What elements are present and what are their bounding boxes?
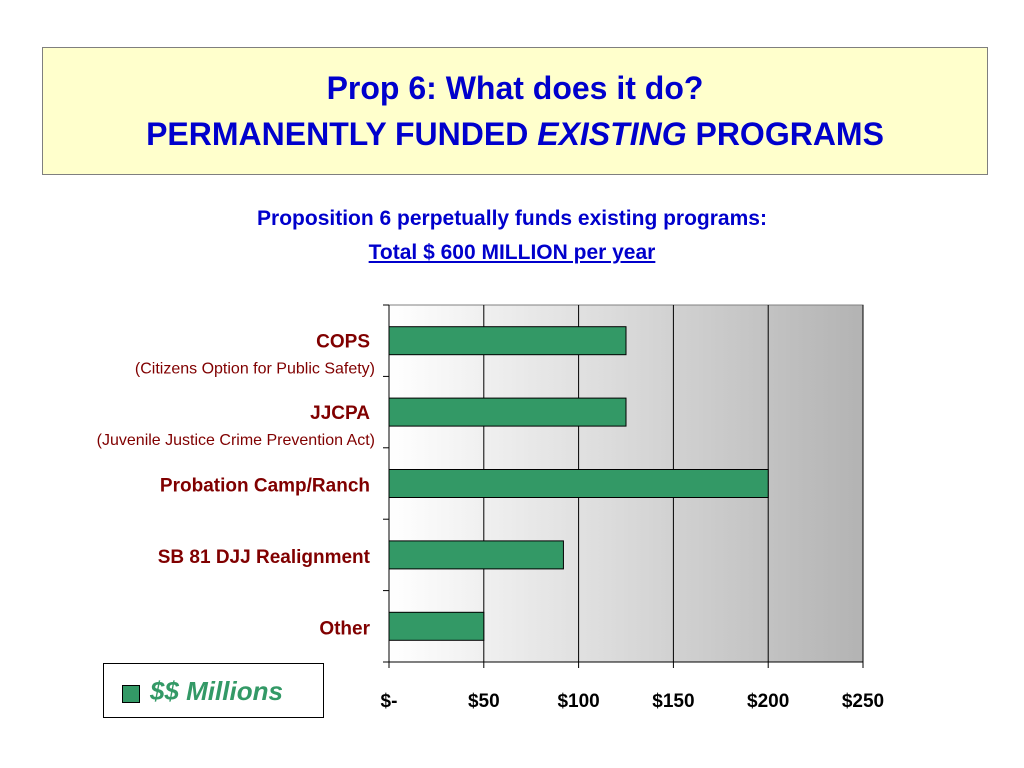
category-sublabel-1: (Juvenile Justice Crime Prevention Act) <box>97 432 375 449</box>
title-line1: Prop 6: What does it do? <box>326 70 704 106</box>
bars <box>388 326 769 641</box>
bar-0 <box>388 326 627 356</box>
category-label-1: JJCPA <box>310 403 370 424</box>
legend-swatch <box>122 685 140 703</box>
title-line2: PERMANENTLY FUNDED EXISTING PROGRAMS <box>43 116 987 153</box>
x-tick-label-2: $100 <box>557 691 599 712</box>
title-box: Prop 6: What does it do? PERMANENTLY FUN… <box>42 47 988 175</box>
subtitle-line2: Total $ 600 MILLION per year <box>368 241 656 264</box>
axes <box>383 304 864 668</box>
x-tick-labels: $- $50 $100 $150 $200 $250 <box>381 691 885 712</box>
category-labels: COPS (Citizens Option for Public Safety) J… <box>97 332 375 640</box>
title-line2-emphasis: EXISTING <box>537 116 687 152</box>
x-tick-label-0: $- <box>381 691 398 712</box>
bar-1 <box>388 397 627 427</box>
x-tick-label-4: $200 <box>747 691 789 712</box>
subtitle-line1: Proposition 6 perpetually funds existing… <box>257 207 767 230</box>
legend-label: $$ Millions <box>150 676 283 706</box>
x-tick-label-1: $50 <box>468 691 500 712</box>
title-line2-part1: PERMANENTLY FUNDED <box>146 116 529 152</box>
bar-2 <box>388 469 769 498</box>
category-label-2: Probation Camp/Ranch <box>160 476 370 497</box>
title-line2-part3: PROGRAMS <box>695 116 884 152</box>
x-tick-label-3: $150 <box>652 691 694 712</box>
category-sublabel-0: (Citizens Option for Public Safety) <box>135 361 375 378</box>
legend: $$ Millions <box>103 663 324 718</box>
category-label-3: SB 81 DJJ Realignment <box>158 547 371 568</box>
bar-4 <box>388 611 485 641</box>
category-label-0: COPS <box>316 332 370 353</box>
category-label-4: Other <box>319 618 370 639</box>
x-tick-label-5: $250 <box>842 691 884 712</box>
bar-3 <box>388 540 564 570</box>
